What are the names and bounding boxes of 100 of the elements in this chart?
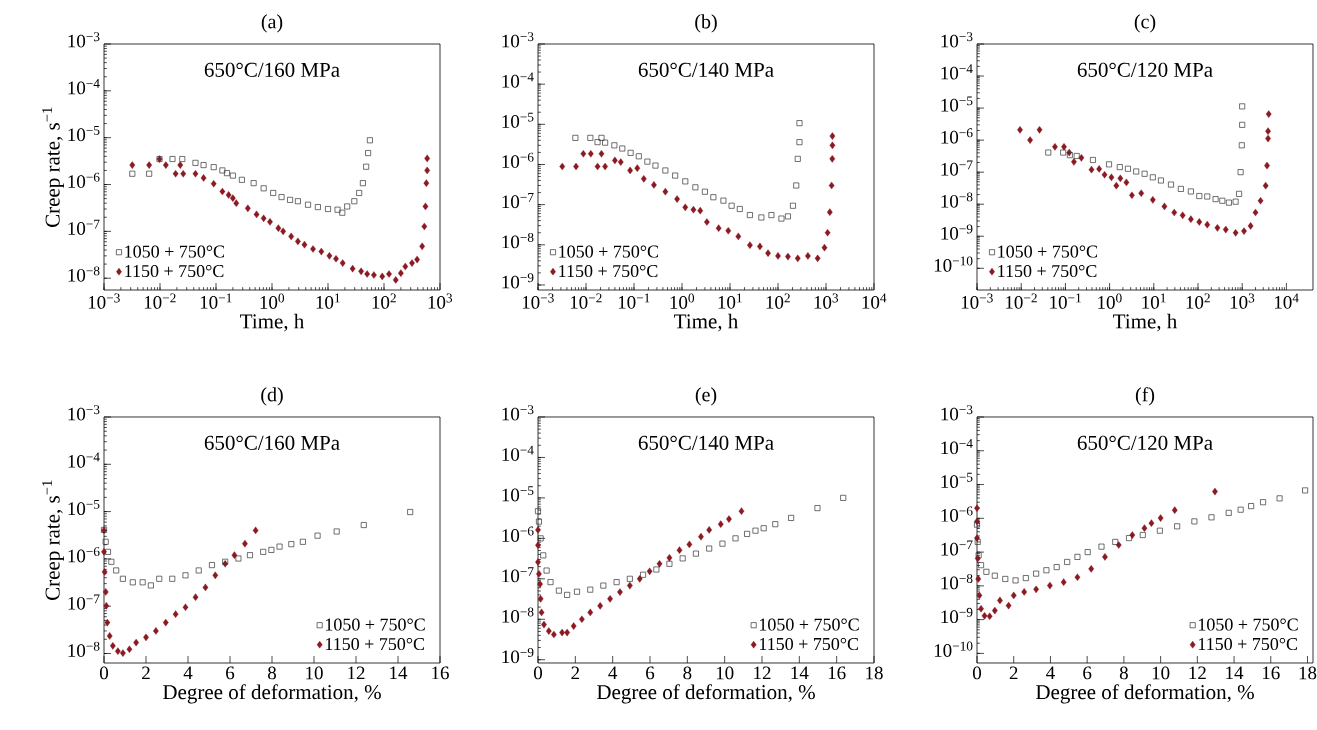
x-tick-label: 10$^{−3}$: [961, 293, 993, 309]
y-tick-label: 10$^{−8}$: [941, 192, 973, 208]
chart-title: (f): [1135, 387, 1155, 406]
y-tick-label: 10$^{−3}$: [502, 32, 534, 48]
y-tick-label: 10$^{−3}$: [941, 405, 973, 421]
y-tick-label: 10$^{−3}$: [502, 405, 534, 421]
y-tick-label: 10$^{−7}$: [68, 219, 100, 235]
x-tick-label: 4: [1046, 666, 1055, 680]
y-axis-title: Creep rate, s$^{−1}$: [42, 480, 64, 600]
chart-title: (d): [261, 387, 283, 406]
x-tick-label: 10$^{−2}$: [570, 293, 602, 309]
annotation: 650°C/140 MPa: [638, 62, 774, 77]
legend-label: 1150 + 750°C: [998, 264, 1097, 278]
x-tick-label: 10$^{0}$: [260, 293, 285, 309]
x-tick-label: 16: [432, 666, 449, 680]
y-tick-label: 10$^{−7}$: [502, 192, 534, 209]
y-tick-label: 10$^{−7}$: [941, 160, 973, 176]
y-tick-label: 10$^{−5}$: [502, 112, 534, 128]
x-axis-title: Time, h: [1113, 313, 1178, 332]
x-tick-label: 12: [348, 666, 365, 680]
x-tick-label: 10$^{−1}$: [618, 293, 650, 309]
y-tick-label: 10$^{−6}$: [941, 506, 973, 522]
x-tick-label: 14: [1226, 666, 1244, 680]
x-tick-label: 6: [646, 666, 655, 680]
y-tick-label: 10$^{−5}$: [941, 96, 973, 112]
y-tick-label: 10$^{−6}$: [502, 526, 534, 542]
x-tick-label: 2: [571, 666, 580, 680]
x-tick-label: 12: [1189, 666, 1206, 680]
x-tick-label: 0: [533, 666, 543, 680]
y-tick-label: 10$^{−8}$: [68, 641, 100, 657]
y-axis-title: Creep rate, s$^{−1}$: [42, 107, 64, 227]
y-tick-label: 10$^{−4}$: [68, 452, 100, 468]
legend-label: 1150 + 750°C: [325, 637, 425, 651]
legend-label: 1150 + 750°C: [759, 637, 859, 651]
y-tick-label: 10$^{−8}$: [502, 607, 534, 623]
legend-label: 1050 + 750°C: [325, 618, 425, 631]
x-axis-title: Degree of deformation, %: [163, 684, 381, 704]
y-tick-label: 10$^{−6}$: [941, 128, 973, 144]
x-tick-label: 16: [828, 666, 846, 680]
x-tick-label: 18: [866, 666, 883, 680]
y-tick-label: 10$^{−10}$: [934, 256, 973, 272]
x-tick-label: 10$^{−1}$: [200, 293, 232, 309]
x-axis-title: Time, h: [674, 313, 739, 332]
x-tick-label: 8: [683, 666, 692, 680]
y-tick-label: 10$^{−9}$: [502, 273, 534, 289]
x-tick-label: 10: [716, 666, 734, 680]
x-tick-label: 10$^{4}$: [862, 293, 887, 309]
x-tick-label: 10$^{−3}$: [522, 293, 554, 309]
x-tick-label: 0: [99, 666, 109, 680]
y-tick-label: 10$^{−7}$: [502, 567, 534, 583]
x-tick-label: 8: [267, 666, 277, 680]
x-tick-label: 10$^{3}$: [428, 293, 453, 309]
x-tick-label: 10$^{2}$: [372, 293, 396, 309]
x-tick-label: 10$^{3}$: [1230, 293, 1255, 309]
legend-label: 1050 + 750°C: [125, 245, 225, 258]
y-tick-label: 10$^{−9}$: [941, 224, 973, 240]
chart-title: (a): [261, 14, 283, 33]
y-tick-label: 10$^{−4}$: [941, 64, 973, 80]
legend-label: 1050 + 750°C: [559, 245, 659, 258]
y-tick-label: 10$^{−3}$: [68, 405, 100, 421]
y-tick-label: 10$^{−6}$: [502, 152, 534, 168]
x-axis-title: Degree of deformation, %: [597, 684, 815, 704]
y-tick-label: 10$^{−8}$: [502, 233, 534, 249]
y-tick-label: 10$^{−6}$: [68, 172, 100, 189]
y-tick-label: 10$^{−7}$: [941, 540, 973, 556]
x-tick-label: 10$^{−3}$: [88, 293, 120, 309]
annotation: 650°C/160 MPa: [204, 435, 340, 450]
y-tick-label: 10$^{−4}$: [502, 72, 534, 88]
y-tick-label: 10$^{−5}$: [68, 126, 100, 142]
x-tick-label: 6: [226, 666, 235, 680]
x-tick-label: 10$^{2}$: [766, 293, 790, 309]
legend-label: 1050 + 750°C: [998, 245, 1098, 258]
y-tick-label: 10$^{−9}$: [502, 647, 534, 664]
y-tick-label: 10$^{−4}$: [68, 79, 100, 95]
x-tick-label: 16: [1262, 666, 1280, 680]
x-tick-label: 10$^{1}$: [718, 293, 742, 309]
annotation: 650°C/160 MPa: [204, 62, 340, 77]
x-tick-label: 6: [1083, 666, 1092, 680]
chart-title: (b): [695, 14, 717, 33]
x-tick-label: 14: [390, 666, 408, 680]
legend-label: 1150 + 750°C: [559, 264, 658, 278]
x-tick-label: 10: [306, 666, 323, 680]
y-tick-label: 10$^{−4}$: [941, 439, 973, 455]
y-tick-label: 10$^{−9}$: [941, 607, 973, 624]
x-tick-label: 10$^{−2}$: [1006, 293, 1037, 309]
x-tick-label: 12: [754, 666, 771, 680]
x-tick-label: 10$^{2}$: [1186, 293, 1210, 309]
x-tick-label: 18: [1299, 666, 1317, 680]
chart-title: (c): [1134, 14, 1156, 33]
x-tick-label: 10$^{4}$: [1274, 293, 1299, 309]
x-tick-label: 10$^{−2}$: [144, 293, 176, 309]
x-tick-label: 10$^{0}$: [670, 293, 695, 309]
y-tick-label: 10$^{−8}$: [941, 574, 973, 590]
annotation: 650°C/120 MPa: [1077, 62, 1213, 77]
x-tick-label: 10$^{1}$: [1142, 293, 1166, 309]
x-tick-label: 10$^{−1}$: [1050, 293, 1081, 309]
y-tick-label: 10$^{−8}$: [68, 266, 100, 282]
legend-label: 1050 + 750°C: [759, 618, 859, 631]
y-tick-label: 10$^{−5}$: [502, 486, 534, 502]
x-tick-label: 4: [608, 666, 618, 680]
